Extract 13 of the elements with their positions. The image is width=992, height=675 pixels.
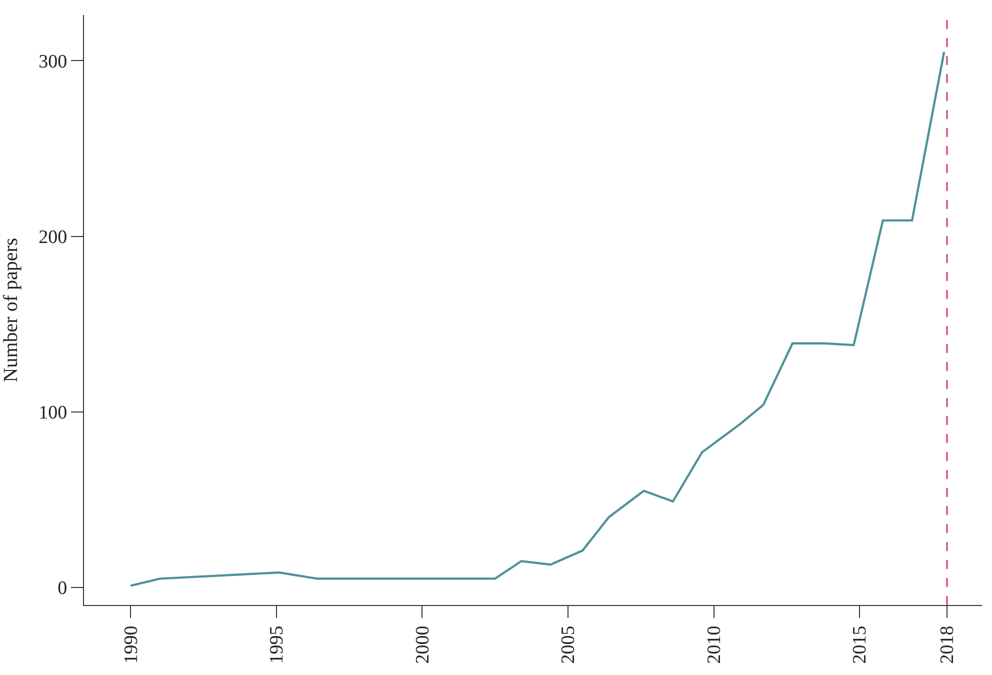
- y-axis-title: Number of papers: [0, 238, 22, 382]
- y-tick-label: 100: [38, 402, 68, 424]
- y-tick-label: 300: [38, 51, 68, 72]
- y-tick-label: 0: [58, 578, 68, 600]
- x-tick-label: 2010: [704, 626, 725, 664]
- line-series: [130, 50, 946, 587]
- x-tick-label: 2000: [412, 626, 434, 664]
- y-tick-label: 200: [38, 226, 68, 248]
- x-tick-label: 2018: [937, 626, 958, 664]
- x-tick-label: 2005: [558, 626, 580, 664]
- x-tick-label: 1990: [120, 626, 142, 664]
- x-tick-label: 2015: [850, 626, 871, 664]
- x-tick-label: 1995: [266, 626, 288, 664]
